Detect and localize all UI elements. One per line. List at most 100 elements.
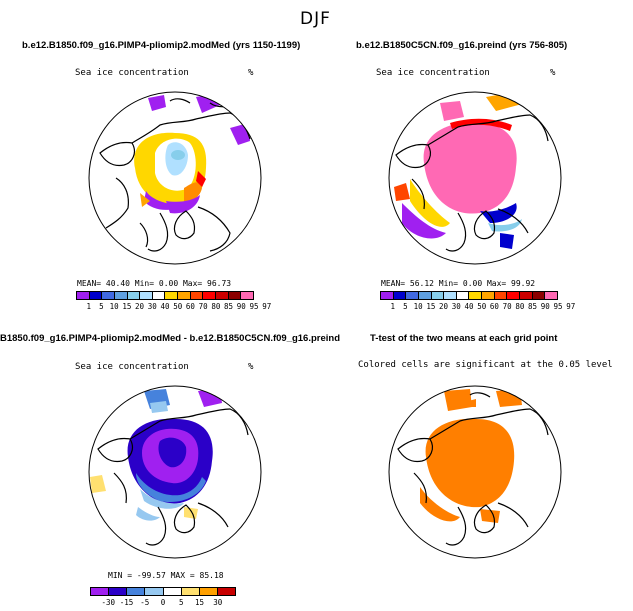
colorbar-label: 40 bbox=[464, 302, 474, 311]
p1-ice-orange-edge bbox=[184, 182, 202, 202]
panel-4-subtitle: Colored cells are significant at the 0.0… bbox=[358, 360, 613, 370]
figure-title: DJF bbox=[300, 9, 331, 29]
p2-ice-labrador-edge bbox=[488, 219, 522, 232]
colorbar-label: 40 bbox=[160, 302, 170, 311]
colorbar-swatch bbox=[77, 292, 90, 299]
panel-1-stats: MEAN= 40.40 Min= 0.00 Max= 96.73 bbox=[77, 279, 232, 288]
colorbar-swatch bbox=[152, 292, 166, 299]
panel-2-map bbox=[388, 91, 562, 265]
colorbar-swatch bbox=[102, 292, 115, 299]
panel-4-map bbox=[388, 385, 562, 559]
p2-coastlines bbox=[395, 114, 549, 252]
colorbar-swatch bbox=[178, 292, 191, 299]
colorbar-label: 80 bbox=[515, 302, 525, 311]
colorbar-label: -30 bbox=[101, 598, 116, 607]
p3-diff-bering bbox=[136, 507, 160, 521]
p2-ice-main bbox=[423, 122, 517, 214]
p3-diff-light bbox=[140, 489, 184, 509]
colorbar-swatch bbox=[181, 588, 200, 595]
colorbar-swatch bbox=[89, 292, 103, 299]
colorbar-label: 5 bbox=[403, 302, 408, 311]
colorbar-label: 90 bbox=[236, 302, 246, 311]
colorbar-swatch bbox=[91, 588, 110, 595]
p2-ice-hudson bbox=[500, 233, 514, 249]
panel-2-stats: MEAN= 56.12 Min= 0.00 Max= 99.92 bbox=[381, 279, 536, 288]
p4-significant-cells bbox=[420, 389, 540, 523]
colorbar-swatch bbox=[507, 292, 521, 299]
colorbar-label: 1 bbox=[86, 302, 91, 311]
colorbar-label: 70 bbox=[198, 302, 208, 311]
colorbar-label: 20 bbox=[439, 302, 449, 311]
colorbar-swatch bbox=[393, 292, 407, 299]
colorbar-label: 97 bbox=[566, 302, 576, 311]
colorbar-label: 0 bbox=[160, 598, 166, 607]
panel-3-title: B1850.f09_g16.PIMP4-pliomip2.modMed - b.… bbox=[0, 333, 341, 344]
colorbar-swatch bbox=[469, 292, 483, 299]
colorbar-swatch bbox=[165, 292, 179, 299]
p2-ice-atlantic-edge bbox=[410, 179, 450, 227]
colorbar-label: 50 bbox=[477, 302, 487, 311]
colorbar-label: 85 bbox=[528, 302, 538, 311]
colorbar-swatch bbox=[431, 292, 445, 299]
colorbar-swatch bbox=[217, 588, 235, 595]
panel-2-colorbar-labels: 1 5 10 15 20 30 40 50 60 70 80 85 90 95 97 bbox=[380, 302, 575, 312]
colorbar-label: 30 bbox=[213, 598, 223, 607]
p3-diff-core bbox=[158, 437, 187, 468]
panel-1-colorbar bbox=[76, 291, 254, 300]
p2-ice-okhotsk bbox=[394, 183, 410, 201]
colorbar-label: 10 bbox=[109, 302, 119, 311]
p1-ice-canada bbox=[166, 195, 200, 214]
colorbar-swatch bbox=[109, 588, 128, 595]
panel-1-colorbar-labels: 1 5 10 15 20 30 40 50 60 70 80 85 90 95 97 bbox=[76, 302, 271, 312]
panel-3-colorbar-labels: -30 -15 -5 0 5 15 30 bbox=[90, 598, 236, 608]
panel-3-units: % bbox=[248, 362, 254, 372]
colorbar-swatch bbox=[418, 292, 432, 299]
panel-4-title: T-test of the two means at each grid poi… bbox=[370, 333, 558, 344]
colorbar-swatch bbox=[127, 588, 146, 595]
colorbar-label: 1 bbox=[390, 302, 395, 311]
p3-coastlines bbox=[97, 408, 249, 546]
colorbar-swatch bbox=[114, 292, 128, 299]
p2-ice-edge-top bbox=[450, 118, 512, 131]
panel-2-variable: Sea ice concentration bbox=[376, 68, 490, 78]
panel-3-stats: MIN = -99.57 MAX = 85.18 bbox=[108, 571, 224, 580]
colorbar-label: 5 bbox=[178, 598, 184, 607]
p3-diff-mid-blue bbox=[136, 473, 206, 503]
panel-3-colorbar bbox=[90, 587, 236, 596]
panel-3-map bbox=[88, 385, 262, 559]
colorbar-swatch bbox=[216, 292, 229, 299]
p4-coastlines bbox=[397, 392, 549, 546]
colorbar-label: -15 bbox=[119, 598, 134, 607]
p1-ice-hudson bbox=[140, 193, 150, 207]
colorbar-label: -5 bbox=[140, 598, 150, 607]
colorbar-label: 30 bbox=[147, 302, 157, 311]
colorbar-label: 30 bbox=[451, 302, 461, 311]
colorbar-swatch bbox=[127, 292, 141, 299]
colorbar-swatch bbox=[145, 588, 164, 595]
colorbar-label: 90 bbox=[540, 302, 550, 311]
colorbar-label: 97 bbox=[262, 302, 272, 311]
colorbar-swatch bbox=[140, 292, 153, 299]
panel-1-title: b.e12.B1850.f09_g16.PIMP4-pliomip2.modMe… bbox=[22, 40, 301, 51]
p2-ice-atlantic-purple bbox=[402, 203, 446, 239]
p1-ice-center bbox=[171, 150, 185, 160]
panel-1-units: % bbox=[248, 68, 254, 78]
colorbar-swatch bbox=[545, 292, 557, 299]
colorbar-swatch bbox=[228, 292, 242, 299]
panel-3-variable: Sea ice concentration bbox=[75, 362, 189, 372]
colorbar-swatch bbox=[381, 292, 394, 299]
colorbar-swatch bbox=[532, 292, 546, 299]
colorbar-label: 60 bbox=[185, 302, 195, 311]
p3-diff-okhotsk bbox=[90, 475, 106, 493]
p3-diff-top-light bbox=[150, 401, 168, 413]
panel-1-map bbox=[88, 91, 262, 265]
colorbar-label: 95 bbox=[553, 302, 563, 311]
panel-2-title: b.e12.B1850C5CN.f09_g16.preind (yrs 756-… bbox=[356, 40, 568, 51]
p1-ice-red-fringe bbox=[196, 171, 206, 187]
colorbar-swatch bbox=[163, 588, 182, 595]
panel-1-variable: Sea ice concentration bbox=[75, 68, 189, 78]
colorbar-label: 10 bbox=[413, 302, 423, 311]
p2-ice-barents bbox=[440, 101, 464, 121]
colorbar-swatch bbox=[520, 292, 533, 299]
colorbar-label: 60 bbox=[489, 302, 499, 311]
